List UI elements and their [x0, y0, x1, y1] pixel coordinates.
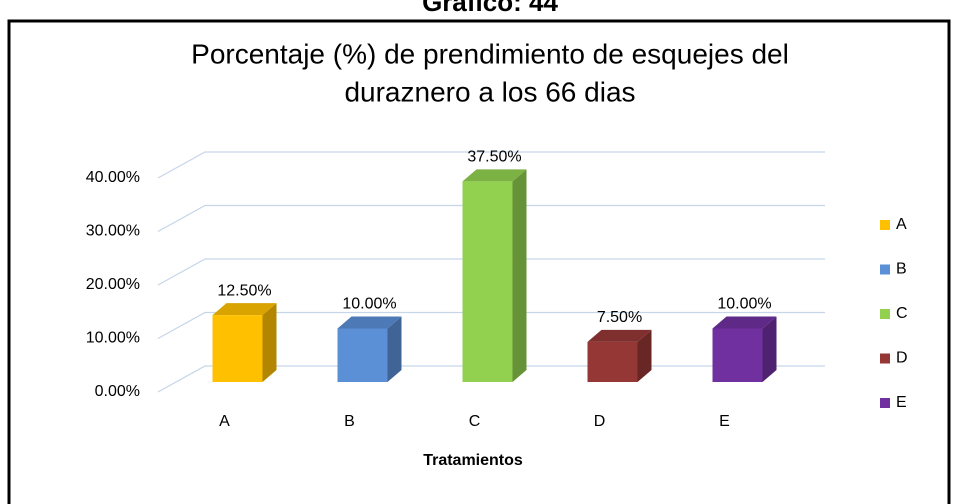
legend-label: D	[896, 350, 908, 367]
figure-label: Gráfico: 44	[422, 0, 558, 17]
legend-label: E	[896, 394, 907, 411]
legend-swatch	[880, 398, 890, 408]
bar-top	[212, 303, 277, 316]
bar	[712, 328, 763, 382]
legend-label: B	[896, 261, 907, 278]
bar-top	[337, 316, 402, 329]
legend-swatch	[880, 309, 890, 319]
bar-top	[587, 329, 652, 342]
grid-line	[157, 258, 825, 286]
bar-top	[712, 316, 777, 329]
data-label: 7.50%	[597, 309, 642, 326]
bar-side	[637, 329, 652, 382]
data-label: 12.50%	[217, 282, 271, 299]
legend-label: A	[896, 216, 907, 233]
y-tick-label: 40.00%	[86, 169, 140, 186]
legend-swatch	[880, 264, 890, 275]
bar	[462, 181, 513, 382]
y-tick-label: 20.00%	[86, 276, 140, 293]
chart-title: Porcentaje (%) de prendimiento de esquej…	[191, 38, 789, 69]
bar	[587, 341, 638, 382]
y-tick-label: 10.00%	[86, 330, 140, 347]
data-label: 10.00%	[717, 296, 771, 313]
bar	[337, 328, 388, 382]
legend-swatch	[880, 353, 890, 364]
grid-line	[157, 151, 825, 179]
bar	[212, 315, 263, 382]
x-tick-label: D	[594, 413, 606, 430]
legend-label: C	[896, 305, 908, 322]
chart-subtitle: duraznero a los 66 dias	[344, 76, 635, 107]
bar-side	[762, 316, 777, 382]
legend-swatch	[880, 220, 890, 230]
bar-top	[462, 169, 527, 182]
bar-side	[387, 316, 402, 382]
x-tick-label: B	[344, 413, 355, 430]
bar-side	[262, 303, 277, 382]
data-label: 10.00%	[342, 296, 396, 313]
y-tick-label: 30.00%	[86, 223, 140, 240]
x-tick-label: C	[469, 413, 481, 430]
x-tick-label: A	[219, 413, 230, 430]
y-tick-label: 0.00%	[95, 383, 140, 400]
grid-line	[157, 311, 825, 340]
bar-side	[512, 169, 527, 382]
grid-line	[157, 204, 825, 233]
x-axis-label: Tratamientos	[423, 452, 523, 469]
data-label: 37.50%	[467, 149, 521, 166]
x-tick-label: E	[719, 413, 730, 430]
